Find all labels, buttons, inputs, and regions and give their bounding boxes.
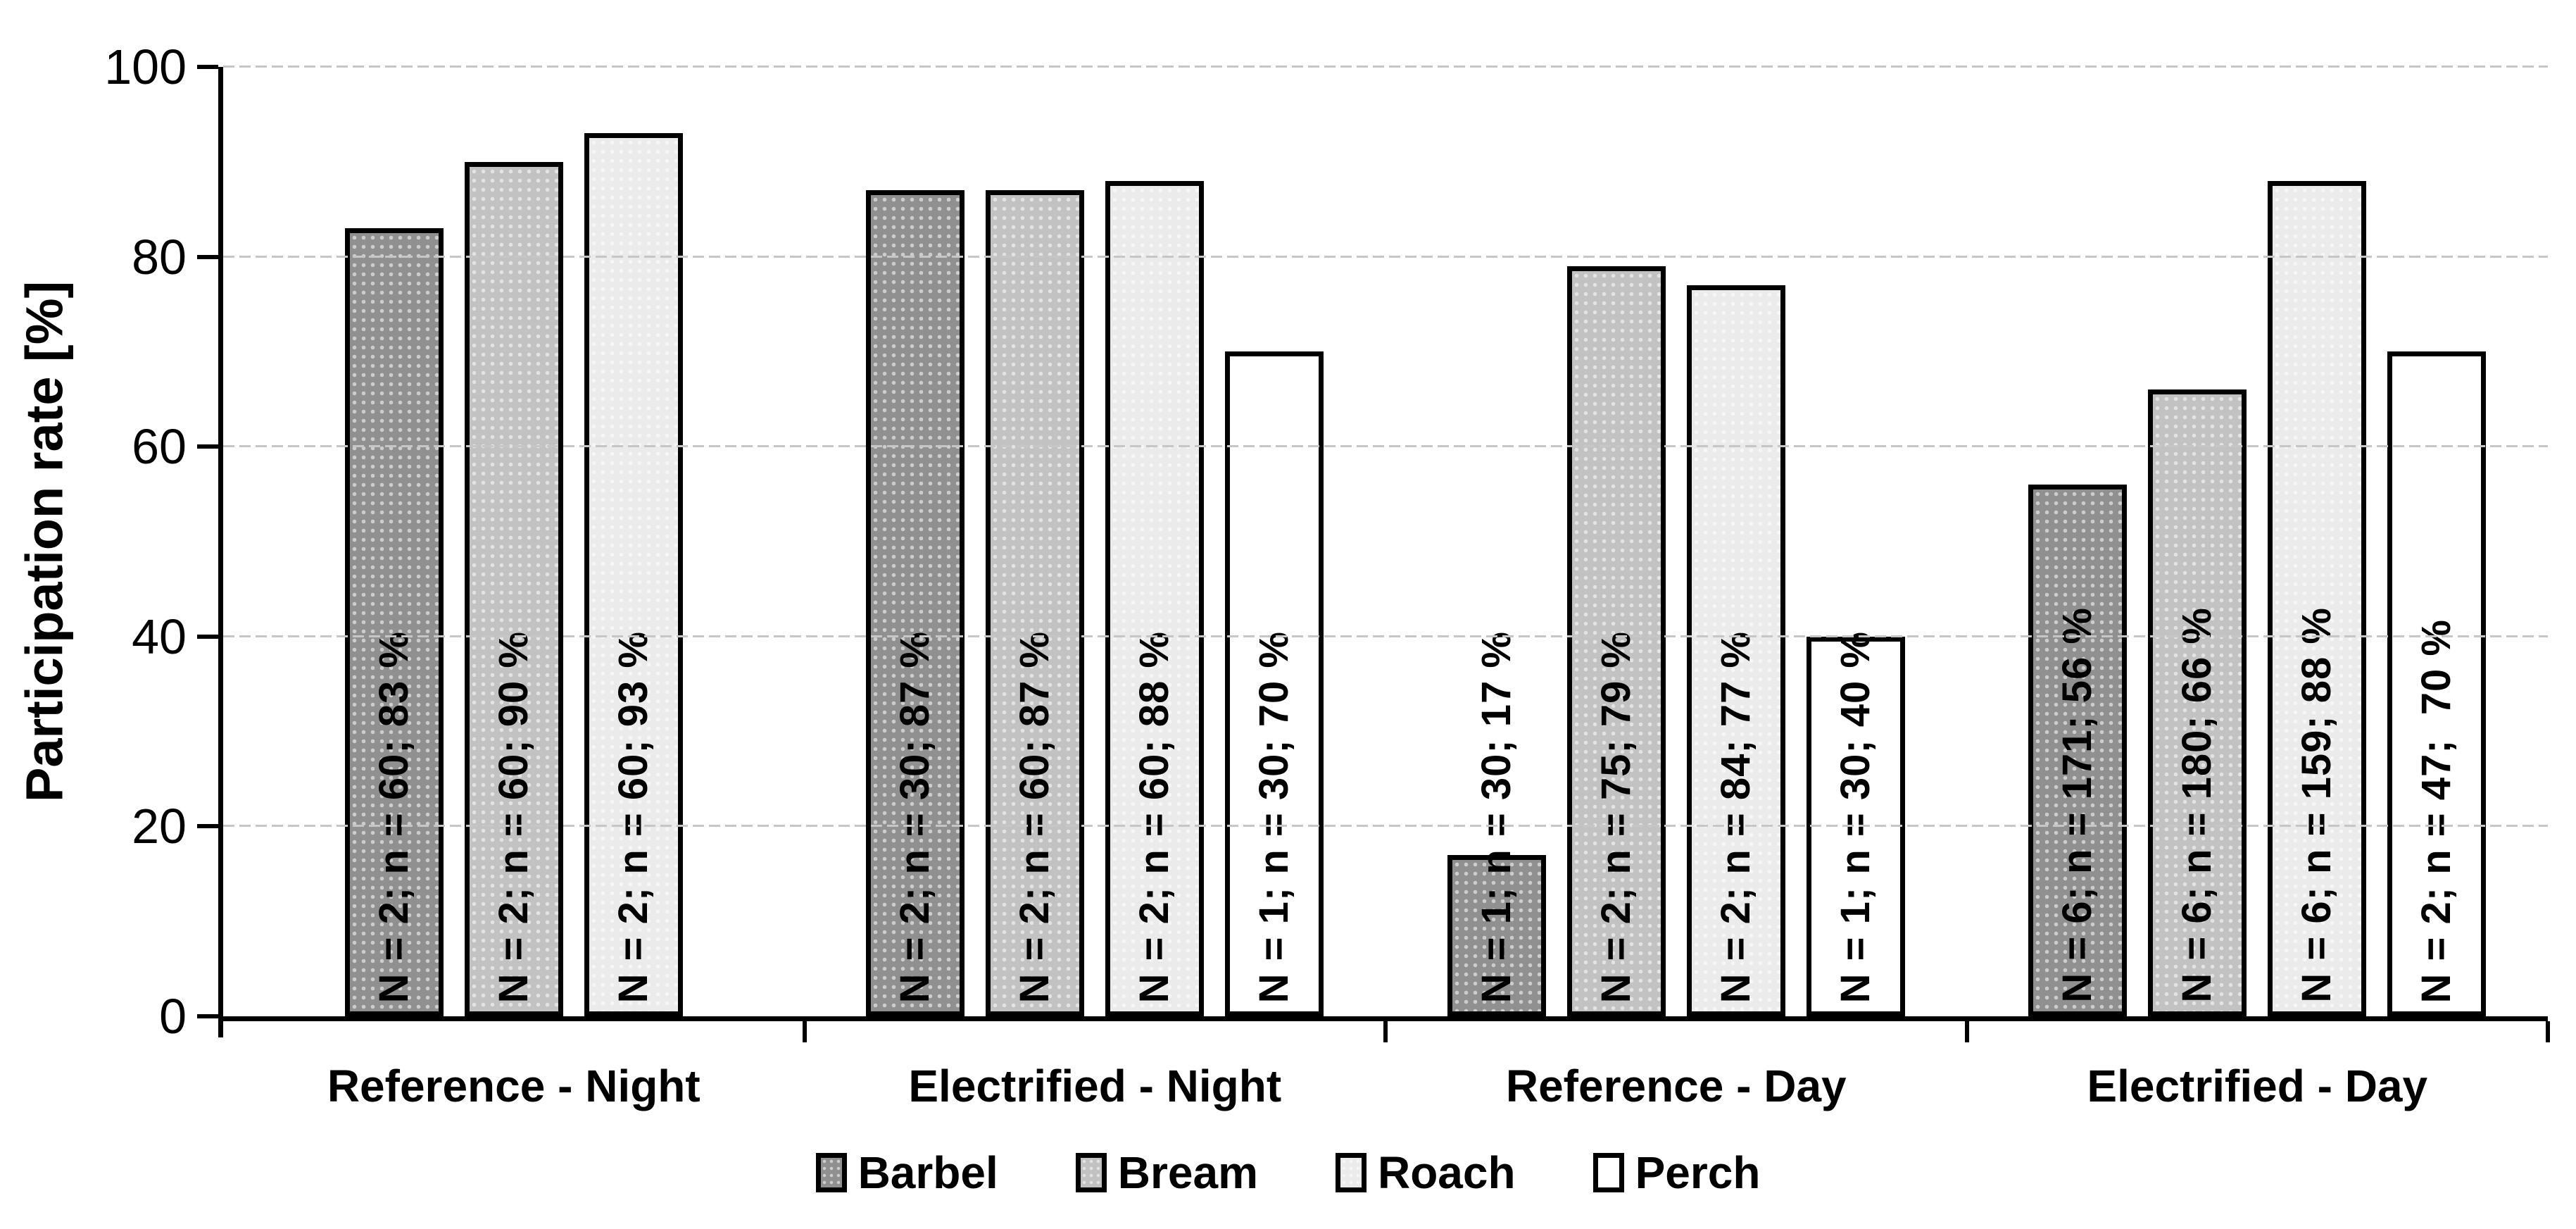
bar-label-bream-reference-night: N = 2; n = 60; 90 % <box>490 630 536 1003</box>
gridline-100 <box>223 65 2548 68</box>
bar-label-perch-reference-day: N = 1; n = 30; 40 % <box>1832 630 1878 1003</box>
bar-bream-electrified-day: N = 6; n = 180; 66 % <box>2148 389 2247 1016</box>
legend-item-roach: Roach <box>1335 1147 1516 1199</box>
y-ticklabel-100: 100 <box>104 39 187 94</box>
bar-bream-reference-night: N = 2; n = 60; 90 % <box>464 161 563 1016</box>
legend-swatch-bream <box>1075 1153 1107 1192</box>
gridline-40 <box>223 635 2548 637</box>
y-axis-line <box>218 67 223 1037</box>
plot-area: N = 2; n = 60; 83 % N = 2; n = 60; 90 % N … <box>104 42 2550 1042</box>
bar-bream-electrified-night: N = 2; n = 60; 87 % <box>986 190 1085 1016</box>
bar-label-barbel-reference-day: N = 1; n = 30; 17 % <box>1473 630 1519 1003</box>
x-axis-line <box>218 1016 2548 1021</box>
bar-label-barbel-electrified-day: N = 6; n = 171; 56 % <box>2054 607 2101 1003</box>
bar-barbel-electrified-day: N = 6; n = 171; 56 % <box>2028 485 2128 1016</box>
category-label-electrified-day: Electrified - Day <box>2087 1061 2428 1111</box>
gridline-20 <box>223 825 2548 828</box>
category-label-reference-night: Reference - Night <box>327 1061 700 1111</box>
group-electrified-night: N = 2; n = 30; 87 % N = 2; n = 60; 87 % N … <box>805 67 1386 1016</box>
y-tickmark-60 <box>197 444 218 449</box>
legend-swatch-roach <box>1335 1153 1366 1192</box>
legend-item-perch: Perch <box>1592 1147 1761 1199</box>
bar-barbel-reference-day: N = 1; n = 30; 17 % <box>1447 631 1546 1016</box>
bar-label-roach-electrified-day: N = 6; n = 159; 88 % <box>2294 607 2340 1003</box>
x-tickmark-50 <box>1383 1021 1388 1042</box>
bar-bream-reference-day: N = 2; n = 75; 79 % <box>1566 266 1666 1016</box>
y-tickmark-80 <box>197 254 218 259</box>
bar-label-barbel-reference-night: N = 2; n = 60; 83 % <box>370 630 417 1003</box>
y-tickmark-40 <box>197 634 218 639</box>
y-ticklabel-40: 40 <box>132 609 187 664</box>
y-axis-title: Participation rate [%] <box>15 280 74 803</box>
bar-label-perch-electrified-night: N = 1; n = 30; 70 % <box>1251 630 1298 1003</box>
y-tickmark-100 <box>197 65 218 69</box>
x-tickmark-25 <box>802 1021 807 1042</box>
legend: Barbel Bream Roach Perch <box>0 1147 2576 1199</box>
bar-barbel-reference-night: N = 2; n = 60; 83 % <box>344 228 444 1016</box>
legend-item-barbel: Barbel <box>815 1147 998 1199</box>
bar-perch-electrified-night: N = 1; n = 30; 70 % <box>1225 351 1324 1016</box>
legend-label-perch: Perch <box>1635 1147 1761 1198</box>
x-axis-category-labels: Reference - Night Electrified - Night Refe… <box>223 1060 2548 1112</box>
bar-roach-reference-day: N = 2; n = 84; 77 % <box>1686 285 1785 1016</box>
legend-swatch-perch <box>1592 1153 1624 1192</box>
legend-swatch-barbel <box>815 1153 847 1192</box>
group-reference-night: N = 2; n = 60; 83 % N = 2; n = 60; 90 % N … <box>223 67 805 1016</box>
legend-item-bream: Bream <box>1075 1147 1258 1199</box>
group-reference-day: N = 1; n = 30; 17 % N = 2; n = 75; 79 % N … <box>1386 67 1967 1016</box>
bar-groups: N = 2; n = 60; 83 % N = 2; n = 60; 90 % N … <box>223 67 2548 1016</box>
y-tickmark-20 <box>197 824 218 829</box>
bar-label-bream-electrified-night: N = 2; n = 60; 87 % <box>1012 630 1058 1003</box>
bar-label-bream-reference-day: N = 2; n = 75; 79 % <box>1592 630 1639 1003</box>
legend-label-bream: Bream <box>1117 1147 1258 1198</box>
y-ticklabel-20: 20 <box>132 799 187 854</box>
x-tickmark-75 <box>1964 1021 1969 1042</box>
x-tickmark-100 <box>2546 1021 2550 1042</box>
category-label-electrified-night: Electrified - Night <box>908 1061 1282 1111</box>
bar-roach-electrified-day: N = 6; n = 159; 88 % <box>2268 180 2367 1016</box>
gridline-80 <box>223 255 2548 258</box>
bar-label-barbel-electrified-night: N = 2; n = 30; 87 % <box>892 630 938 1003</box>
category-label-reference-day: Reference - Day <box>1505 1061 1847 1111</box>
y-ticklabel-80: 80 <box>132 229 187 285</box>
gridline-60 <box>223 445 2548 448</box>
y-ticklabel-0: 0 <box>159 989 187 1044</box>
bar-label-bream-electrified-day: N = 6; n = 180; 66 % <box>2174 607 2220 1003</box>
bar-label-roach-reference-night: N = 2; n = 60; 93 % <box>610 630 656 1003</box>
bar-roach-reference-night: N = 2; n = 60; 93 % <box>584 133 683 1016</box>
legend-label-roach: Roach <box>1377 1147 1516 1198</box>
bar-roach-electrified-night: N = 2; n = 60; 88 % <box>1105 180 1205 1016</box>
group-electrified-day: N = 6; n = 171; 56 % N = 6; n = 180; 66 %… <box>1967 67 2549 1016</box>
bar-label-roach-reference-day: N = 2; n = 84; 77 % <box>1712 630 1759 1003</box>
bar-label-roach-electrified-night: N = 2; n = 60; 88 % <box>1131 630 1178 1003</box>
bar-label-perch-electrified-day: N = 2; n = 47; 70 % <box>2413 618 2460 1003</box>
y-tickmark-0 <box>197 1014 218 1018</box>
bar-barbel-electrified-night: N = 2; n = 30; 87 % <box>866 190 965 1016</box>
legend-label-barbel: Barbel <box>857 1147 998 1198</box>
bar-perch-electrified-day: N = 2; n = 47; 70 % <box>2387 351 2487 1016</box>
y-ticklabel-60: 60 <box>132 419 187 475</box>
